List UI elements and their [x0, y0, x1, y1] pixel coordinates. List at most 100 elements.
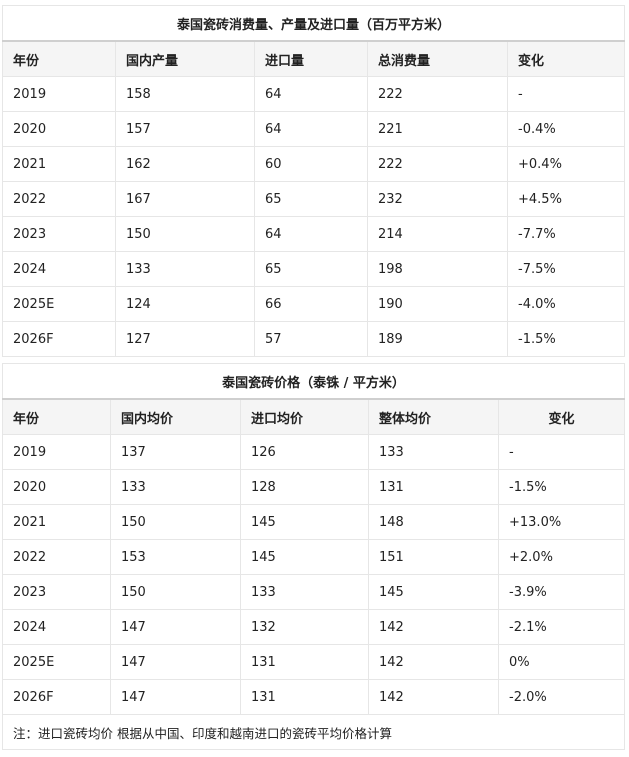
table-cell: 2021 — [2, 504, 111, 540]
header-row: 年份 国内产量 进口量 总消费量 变化 — [2, 40, 625, 77]
table-row: 2026F 147 131 142 -2.0% — [2, 679, 625, 715]
table-cell: 222 — [367, 146, 508, 182]
table-cell: 147 — [110, 609, 241, 645]
table-cell: 2025E — [2, 644, 111, 680]
table-cell: 189 — [367, 321, 508, 357]
table-cell: +4.5% — [507, 181, 625, 217]
table-row: 2023 150 64 214 -7.7% — [2, 216, 625, 252]
table-cell: 133 — [240, 574, 369, 610]
table-row: 2025E 124 66 190 -4.0% — [2, 286, 625, 322]
table-cell: -3.9% — [498, 574, 625, 610]
table-cell: 2026F — [2, 679, 111, 715]
table-cell: 2023 — [2, 216, 116, 252]
table-cell: +0.4% — [507, 146, 625, 182]
table-cell: -1.5% — [498, 469, 625, 505]
table-cell: 142 — [368, 609, 499, 645]
table-row: 2022 167 65 232 +4.5% — [2, 181, 625, 217]
table-cell: 64 — [254, 216, 368, 252]
table-cell: 132 — [240, 609, 369, 645]
column-header: 总消费量 — [367, 40, 508, 77]
table-cell: 162 — [115, 146, 255, 182]
table-cell: 60 — [254, 146, 368, 182]
column-header: 变化 — [507, 40, 625, 77]
table-cell: 150 — [110, 574, 241, 610]
header-row: 年份 国内均价 进口均价 整体均价 变化 — [2, 398, 625, 435]
column-header: 年份 — [2, 40, 116, 77]
table-row: 2021 150 145 148 +13.0% — [2, 504, 625, 540]
table-row: 2021 162 60 222 +0.4% — [2, 146, 625, 182]
table-cell: 133 — [110, 469, 241, 505]
table-cell: 126 — [240, 434, 369, 470]
table-cell: 65 — [254, 251, 368, 287]
column-header: 国内均价 — [110, 398, 241, 435]
table-cell: 131 — [368, 469, 499, 505]
table-cell: 131 — [240, 644, 369, 680]
table-cell: 2021 — [2, 146, 116, 182]
column-header: 进口量 — [254, 40, 368, 77]
table-cell: 2022 — [2, 181, 116, 217]
table-cell: 145 — [240, 504, 369, 540]
table-cell: -4.0% — [507, 286, 625, 322]
table-cell: 2026F — [2, 321, 116, 357]
price-table: 泰国瓷砖价格（泰铢 / 平方米） 年份 国内均价 进口均价 整体均价 变化 2019 13… — [2, 363, 625, 750]
table-row: 2022 153 145 151 +2.0% — [2, 539, 625, 575]
table-cell: -1.5% — [507, 321, 625, 357]
table-cell: -2.1% — [498, 609, 625, 645]
table-cell: 131 — [240, 679, 369, 715]
table-title: 泰国瓷砖消费量、产量及进口量（百万平方米） — [2, 5, 625, 42]
table-cell: 150 — [110, 504, 241, 540]
table-note: 注：进口瓷砖均价 根据从中国、印度和越南进口的瓷砖平均价格计算 — [2, 714, 625, 750]
table-cell: 148 — [368, 504, 499, 540]
column-header: 进口均价 — [240, 398, 369, 435]
column-header: 整体均价 — [368, 398, 499, 435]
table-cell: - — [498, 434, 625, 470]
table-cell: 2024 — [2, 609, 111, 645]
table-cell: 198 — [367, 251, 508, 287]
table-cell: +2.0% — [498, 539, 625, 575]
table-cell: 153 — [110, 539, 241, 575]
table-cell: 147 — [110, 644, 241, 680]
table-cell: - — [507, 76, 625, 112]
table-cell: 57 — [254, 321, 368, 357]
table-cell: 2019 — [2, 76, 116, 112]
table-cell: 2024 — [2, 251, 116, 287]
table-cell: 64 — [254, 111, 368, 147]
column-header: 国内产量 — [115, 40, 255, 77]
table-cell: 158 — [115, 76, 255, 112]
table-row: 2026F 127 57 189 -1.5% — [2, 321, 625, 357]
table-cell: 124 — [115, 286, 255, 322]
table-cell: 127 — [115, 321, 255, 357]
table-row: 2024 147 132 142 -2.1% — [2, 609, 625, 645]
table-cell: 145 — [368, 574, 499, 610]
table-cell: 2020 — [2, 111, 116, 147]
table-cell: 221 — [367, 111, 508, 147]
table-cell: 65 — [254, 181, 368, 217]
table-cell: 2022 — [2, 539, 111, 575]
table-row: 2024 133 65 198 -7.5% — [2, 251, 625, 287]
table-cell: 222 — [367, 76, 508, 112]
table-row: 2025E 147 131 142 0% — [2, 644, 625, 680]
table-cell: 66 — [254, 286, 368, 322]
table-cell: 2019 — [2, 434, 111, 470]
consumption-table: 泰国瓷砖消费量、产量及进口量（百万平方米） 年份 国内产量 进口量 总消费量 变化 20… — [2, 5, 625, 357]
table-row: 2020 157 64 221 -0.4% — [2, 111, 625, 147]
table-cell: 147 — [110, 679, 241, 715]
table-cell: 167 — [115, 181, 255, 217]
table-cell: 150 — [115, 216, 255, 252]
table-cell: 137 — [110, 434, 241, 470]
table-row: 2020 133 128 131 -1.5% — [2, 469, 625, 505]
table-cell: 2023 — [2, 574, 111, 610]
table-cell: 142 — [368, 679, 499, 715]
table-cell: 0% — [498, 644, 625, 680]
table-title: 泰国瓷砖价格（泰铢 / 平方米） — [2, 363, 625, 400]
column-header: 年份 — [2, 398, 111, 435]
table-cell: 133 — [368, 434, 499, 470]
table-cell: -2.0% — [498, 679, 625, 715]
table-cell: +13.0% — [498, 504, 625, 540]
table-cell: 214 — [367, 216, 508, 252]
table-cell: 232 — [367, 181, 508, 217]
table-cell: 128 — [240, 469, 369, 505]
table-cell: 142 — [368, 644, 499, 680]
column-header: 变化 — [498, 398, 625, 435]
table-row: 2023 150 133 145 -3.9% — [2, 574, 625, 610]
